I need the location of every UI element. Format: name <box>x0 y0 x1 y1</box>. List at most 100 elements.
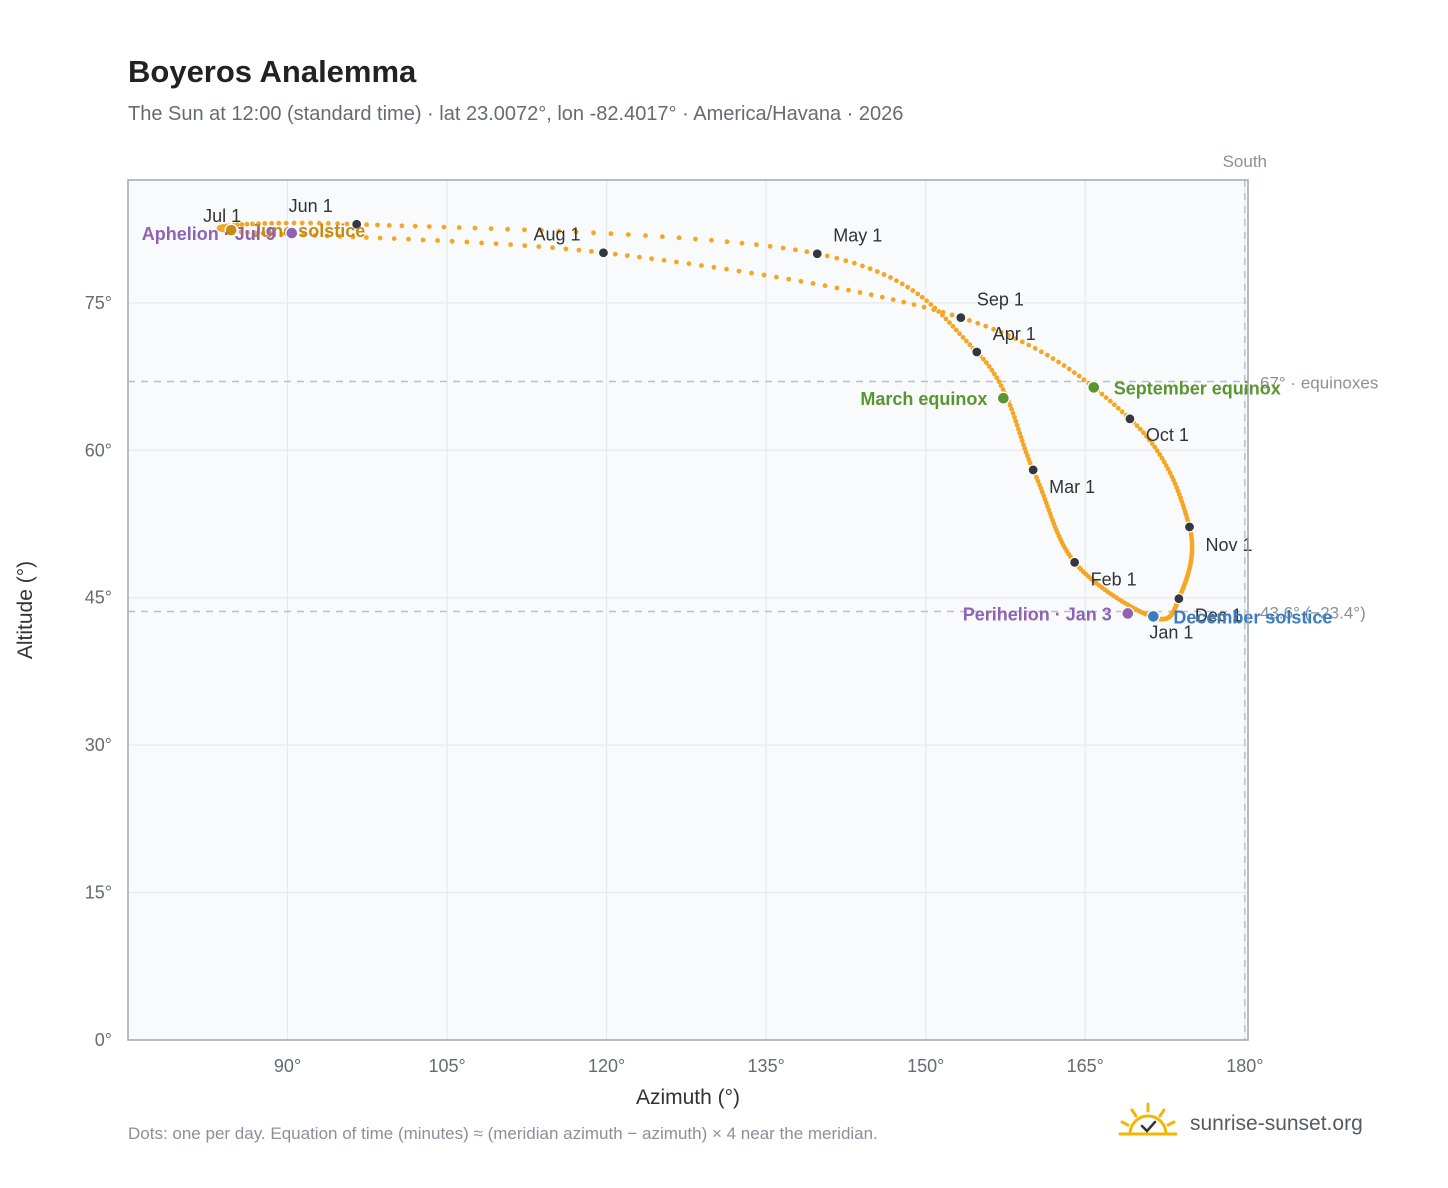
day-dot <box>479 240 484 246</box>
day-dot <box>674 259 679 265</box>
sun-icon <box>1118 1102 1178 1136</box>
y-tick-label: 30° <box>85 735 112 755</box>
day-dot <box>589 249 594 254</box>
day-dot <box>1081 377 1087 383</box>
day-dot <box>1103 395 1109 400</box>
day-dot <box>852 260 857 266</box>
ref-label-1: 43.6° (−23.4°) <box>1260 603 1366 622</box>
day-dot <box>901 299 907 305</box>
day-dot <box>1026 342 1032 348</box>
day-dot <box>699 263 704 268</box>
day-dot <box>1014 422 1020 428</box>
day-dot <box>661 257 667 263</box>
day-dot <box>1034 475 1039 480</box>
day-dot <box>660 234 665 240</box>
day-dot <box>998 383 1004 388</box>
day-dot <box>1141 430 1146 436</box>
day-dot <box>335 221 340 227</box>
x-tick-label: 180° <box>1226 1056 1263 1076</box>
event-marker <box>285 226 299 240</box>
day-dot <box>724 239 730 245</box>
day-dot <box>867 266 873 272</box>
day-dot <box>420 237 426 243</box>
ref-label-2: South <box>1223 152 1267 171</box>
day-dot <box>435 238 440 243</box>
day-dot <box>556 228 562 234</box>
day-dot <box>1013 336 1018 341</box>
month-label: Jan 1 <box>1149 622 1193 642</box>
day-dot <box>915 291 921 297</box>
day-dot <box>754 242 759 248</box>
day-dot <box>1013 418 1019 424</box>
x-tick-label: 120° <box>588 1056 625 1076</box>
day-dot <box>943 316 949 322</box>
day-dot <box>874 269 880 274</box>
day-dot <box>936 309 942 314</box>
day-dot <box>1107 398 1113 404</box>
event-label: September equinox <box>1114 378 1281 398</box>
month-marker <box>811 248 823 260</box>
day-dot <box>947 320 952 325</box>
y-tick-labels: 0° 15° 30° 45° 60° 75° <box>85 293 112 1050</box>
month-label: Apr 1 <box>993 324 1036 344</box>
month-label: Mar 1 <box>1049 477 1095 497</box>
day-dot <box>890 297 896 302</box>
day-dot <box>522 243 528 249</box>
day-dot <box>1174 485 1179 490</box>
day-dot <box>464 239 470 245</box>
day-dot <box>994 375 1000 381</box>
day-dot <box>1163 463 1169 468</box>
day-dot <box>412 223 418 229</box>
day-dot <box>834 285 840 291</box>
day-dot <box>761 272 767 278</box>
day-dot <box>316 220 322 226</box>
day-dot <box>608 231 614 237</box>
month-label: May 1 <box>833 226 882 246</box>
day-dot <box>676 235 682 241</box>
day-dot <box>1038 349 1044 355</box>
day-dot <box>804 249 810 255</box>
day-dot <box>505 226 510 232</box>
day-dot <box>522 227 527 233</box>
x-tick-label: 135° <box>748 1056 785 1076</box>
day-dot <box>488 226 494 232</box>
day-dot <box>693 236 698 242</box>
month-marker <box>1183 521 1196 533</box>
day-dot <box>857 290 863 295</box>
event-marker <box>1087 380 1101 395</box>
day-dot <box>810 281 816 286</box>
day-dot <box>1099 391 1105 397</box>
brand-logo[interactable]: sunrise-sunset.org <box>1118 1100 1398 1150</box>
day-dot <box>1012 414 1017 420</box>
day-dot <box>1000 387 1006 392</box>
day-dot <box>953 327 959 333</box>
day-dot <box>1006 333 1011 338</box>
day-dot <box>1076 373 1082 379</box>
y-tick-label: 45° <box>85 588 112 608</box>
month-marker <box>597 247 610 259</box>
day-dot <box>924 298 929 304</box>
month-label: Feb 1 <box>1091 569 1137 589</box>
day-dot <box>250 221 255 227</box>
day-dot <box>910 288 916 293</box>
day-dot <box>1035 478 1041 484</box>
day-dot <box>1019 339 1025 345</box>
y-tick-label: 75° <box>85 293 112 313</box>
x-tick-label: 105° <box>428 1056 465 1076</box>
month-markers: Jan 1 Feb 1 Mar 1 Apr 1 May 1 Jun 1 Jul 1 Aug 1… <box>203 196 1252 642</box>
day-dot <box>252 230 258 236</box>
day-dot <box>325 221 331 226</box>
month-marker <box>1069 556 1081 568</box>
footnote: Dots: one per day. Equation of time (min… <box>128 1124 878 1143</box>
day-dot <box>998 329 1004 335</box>
day-dot <box>989 367 995 373</box>
month-label: Jul 1 <box>203 206 241 226</box>
day-dot <box>1167 470 1173 476</box>
day-dot <box>724 266 729 272</box>
day-dot <box>1045 504 1050 509</box>
day-dot <box>991 326 996 332</box>
day-dot <box>1032 346 1038 351</box>
day-dot <box>649 256 654 262</box>
event-marker <box>996 391 1011 405</box>
